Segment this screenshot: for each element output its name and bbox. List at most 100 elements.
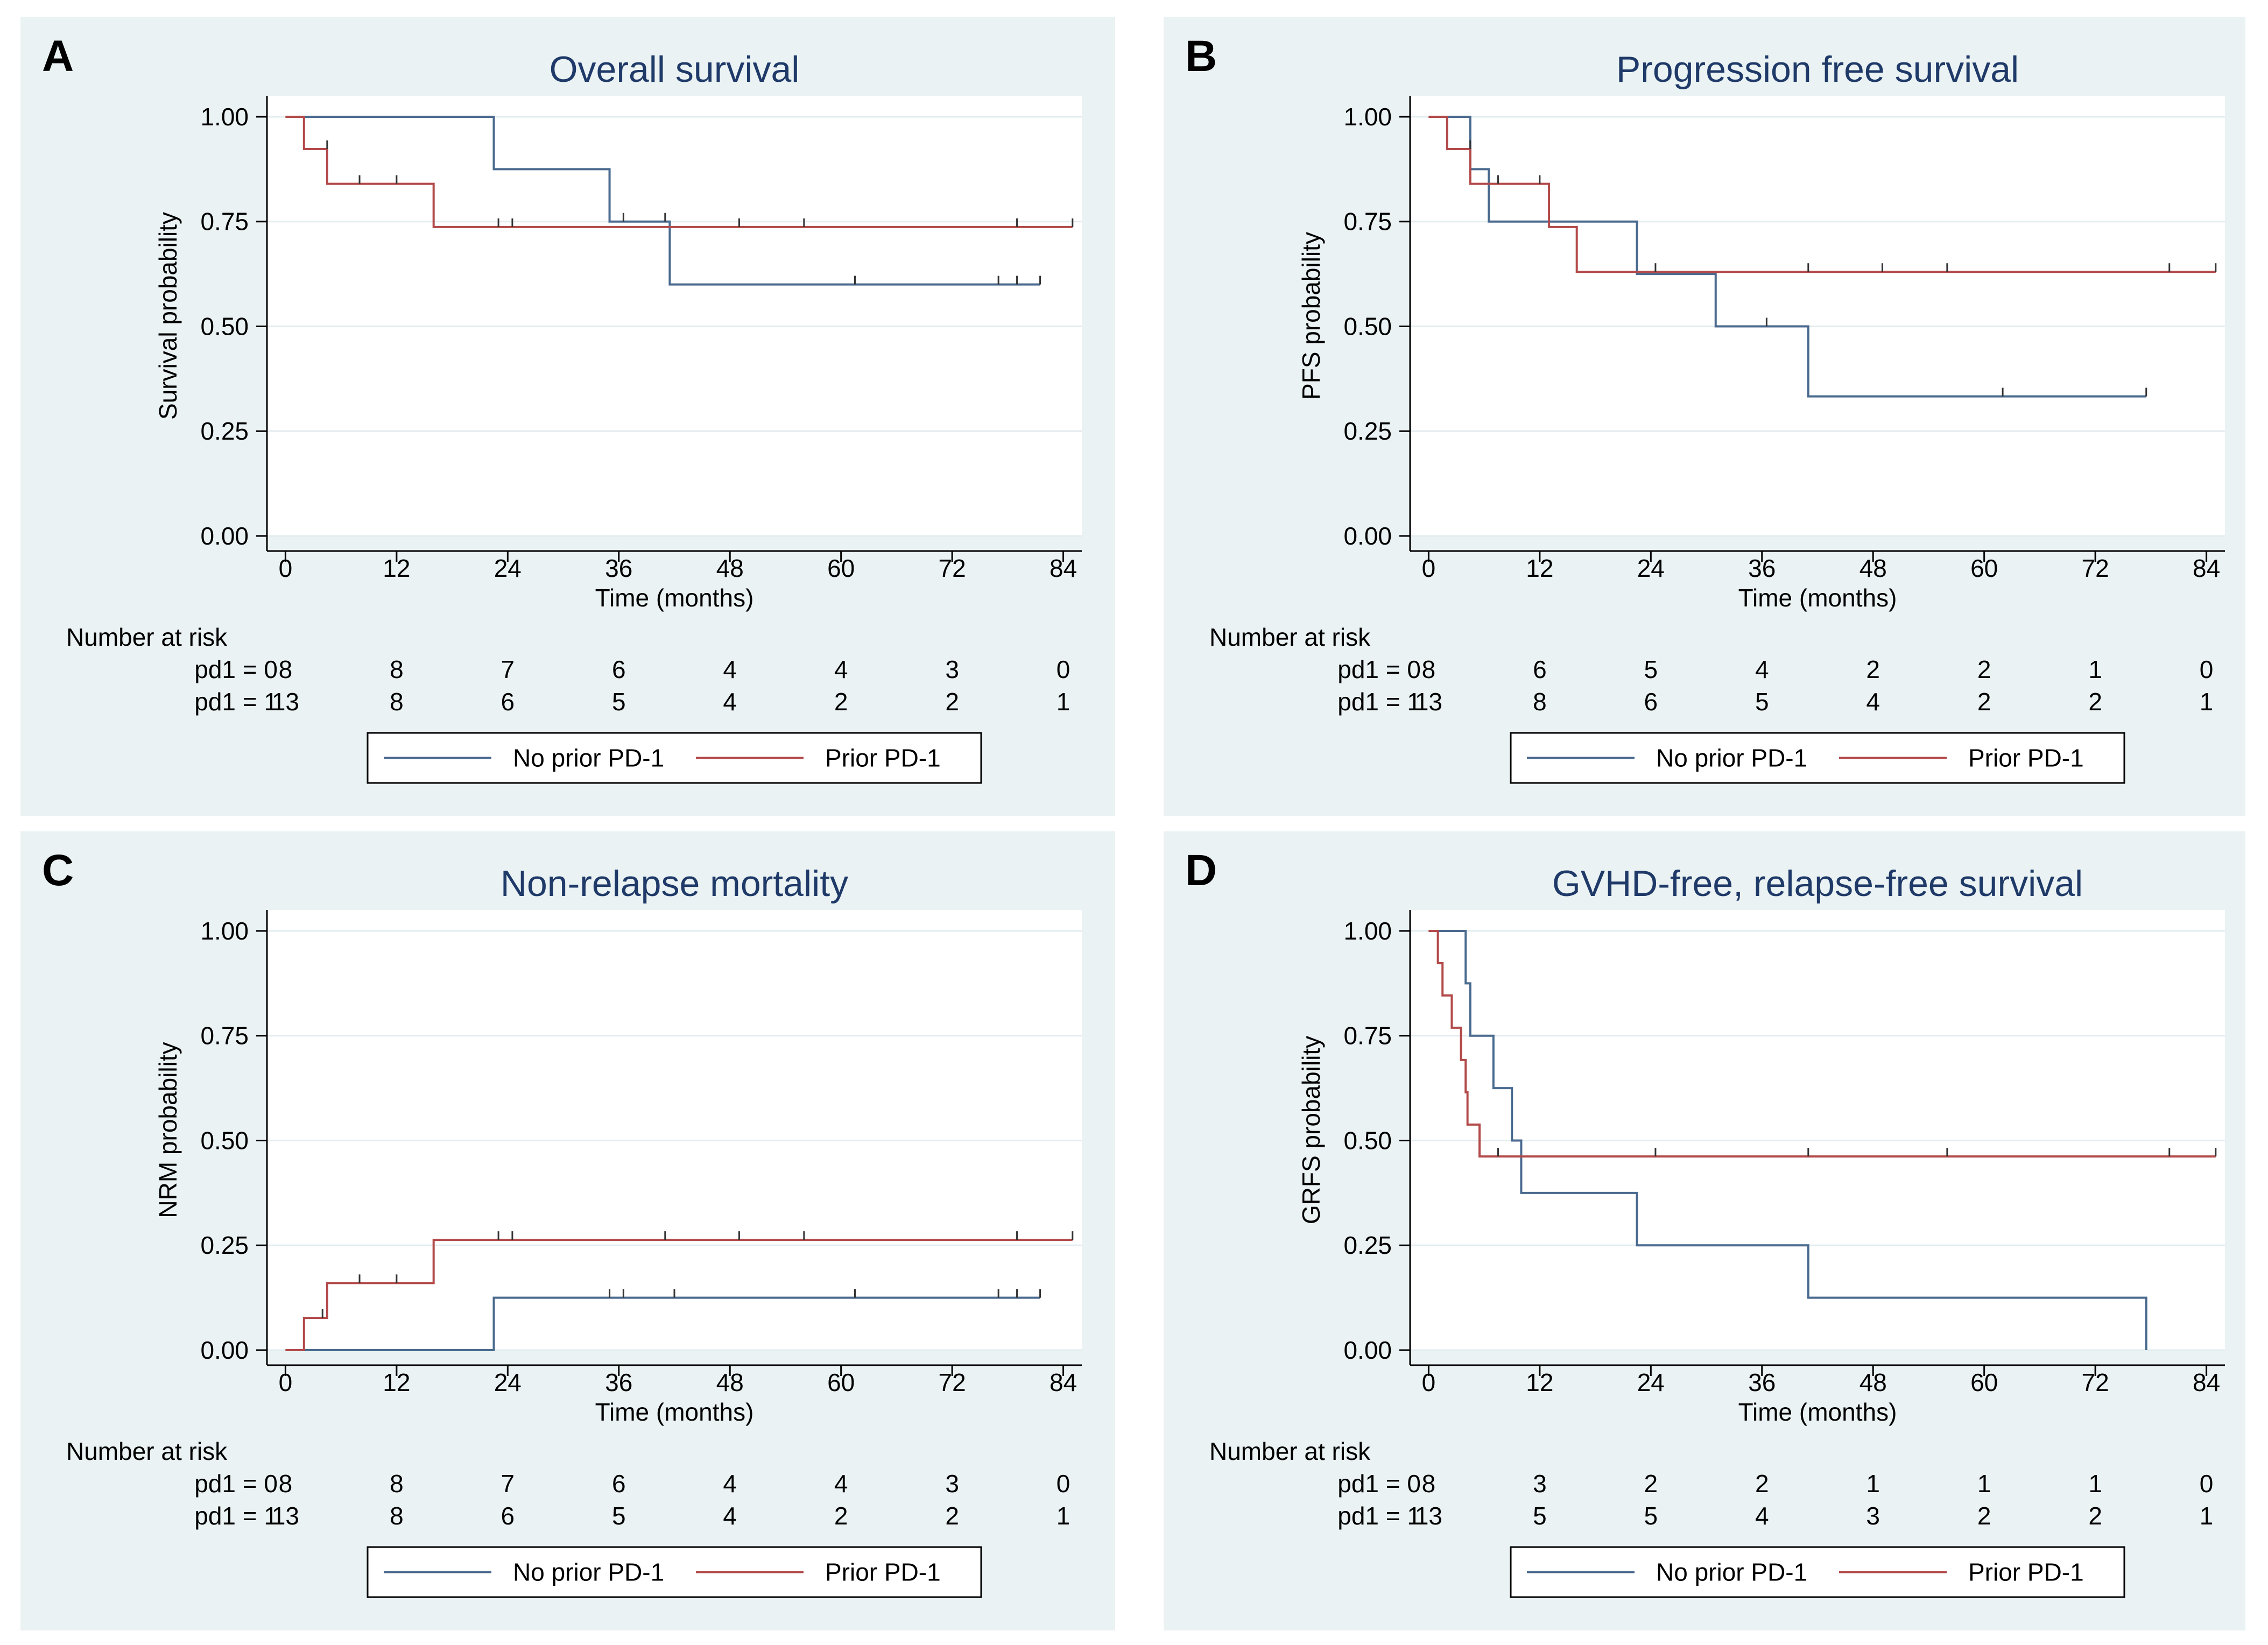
- km-chart: B Progression free survival 0.00 0.25 0.50 0.…: [1185, 32, 2225, 784]
- risk-value: 1: [2200, 1502, 2214, 1530]
- x-tick-label: 12: [383, 554, 410, 582]
- x-axis-title: Time (months): [1738, 584, 1897, 612]
- x-axis-title: Time (months): [595, 584, 754, 612]
- y-tick-label: 1.00: [200, 103, 249, 131]
- x-tick-label: 36: [1748, 1368, 1776, 1396]
- y-tick-label: 1.00: [200, 917, 249, 945]
- y-tick-label: 0.00: [200, 1336, 249, 1364]
- x-tick-label: 24: [1637, 554, 1665, 582]
- x-tick-label: 60: [827, 554, 855, 582]
- chart-title: Non-relapse mortality: [501, 863, 848, 904]
- legend-label: No prior PD-1: [513, 744, 664, 772]
- x-tick-label: 72: [2082, 1368, 2109, 1396]
- x-tick-label: 24: [1637, 1368, 1665, 1396]
- risk-value: 4: [834, 1470, 848, 1498]
- risk-table-header: Number at risk: [1209, 623, 1371, 651]
- risk-value: 2: [945, 688, 959, 716]
- risk-row-label: pd1 = 0: [194, 1470, 278, 1498]
- series-line: [285, 115, 1073, 228]
- x-tick-label: 36: [605, 554, 632, 582]
- y-tick-label: 0.50: [200, 312, 249, 340]
- x-tick-label: 0: [1422, 554, 1436, 582]
- y-axis-title: Survival probability: [154, 212, 182, 420]
- risk-value: 4: [723, 1470, 737, 1498]
- legend-label: Prior PD-1: [1968, 744, 2084, 772]
- x-tick-label: 72: [2082, 554, 2109, 582]
- x-tick-label: 48: [716, 1368, 744, 1396]
- risk-value: 2: [834, 688, 848, 716]
- y-tick-label: 0.50: [1343, 1126, 1392, 1154]
- y-tick-label: 0.50: [1343, 312, 1392, 340]
- risk-value: 5: [1533, 1502, 1547, 1530]
- panel-b: B Progression free survival 0.00 0.25 0.50 0.…: [1164, 17, 2245, 816]
- legend-label: Prior PD-1: [1968, 1558, 2084, 1586]
- risk-value: 0: [1056, 1470, 1070, 1498]
- x-tick-label: 84: [1050, 1368, 1077, 1396]
- risk-value: 3: [1866, 1502, 1880, 1530]
- risk-table-header: Number at risk: [66, 623, 228, 651]
- plot-area: [267, 96, 1082, 536]
- x-tick-label: 0: [1422, 1368, 1436, 1396]
- series-line: [1428, 929, 2216, 1158]
- risk-value: 6: [612, 655, 626, 683]
- risk-value: 13: [1415, 688, 1442, 716]
- risk-value: 8: [390, 1470, 404, 1498]
- risk-value: 4: [723, 1502, 737, 1530]
- y-tick-label: 0.75: [1343, 208, 1392, 236]
- x-tick-label: 0: [279, 554, 293, 582]
- risk-value: 0: [2200, 655, 2214, 683]
- y-tick-label: 1.00: [1343, 103, 1392, 131]
- km-chart: D GVHD-free, relapse-free survival 0.00 0.2…: [1185, 846, 2225, 1598]
- risk-value: 6: [501, 688, 515, 716]
- risk-value: 4: [723, 688, 737, 716]
- risk-value: 6: [1533, 655, 1547, 683]
- x-tick-label: 60: [1970, 554, 1998, 582]
- series-line: [285, 1239, 1073, 1351]
- legend-label: Prior PD-1: [825, 1558, 941, 1586]
- risk-value: 5: [1644, 655, 1658, 683]
- x-tick-label: 72: [939, 1368, 966, 1396]
- x-tick-label: 60: [1970, 1368, 1998, 1396]
- risk-value: 2: [1755, 1470, 1769, 1498]
- y-tick-label: 0.00: [200, 522, 249, 550]
- risk-value: 2: [1866, 655, 1880, 683]
- y-tick-label: 0.75: [1343, 1022, 1392, 1050]
- risk-value: 2: [2088, 688, 2102, 716]
- panel-letter: A: [42, 32, 74, 81]
- risk-row-label: pd1 = 1: [1337, 1502, 1421, 1530]
- risk-row-label: pd1 = 1: [194, 688, 278, 716]
- risk-value: 1: [1866, 1470, 1880, 1498]
- risk-value: 0: [2200, 1470, 2214, 1498]
- risk-value: 1: [1056, 688, 1070, 716]
- risk-value: 4: [1755, 1502, 1769, 1530]
- chart-title: Progression free survival: [1616, 49, 2019, 90]
- risk-value: 2: [1977, 1502, 1991, 1530]
- panel-a: A Overall survival 0.00 0.25 0.50 0.75 1.00 0 12…: [20, 17, 1115, 816]
- risk-value: 8: [390, 1502, 404, 1530]
- x-axis-title: Time (months): [595, 1398, 754, 1426]
- x-tick-label: 48: [1860, 1368, 1887, 1396]
- risk-value: 8: [1422, 1470, 1436, 1498]
- risk-value: 4: [1866, 688, 1880, 716]
- risk-value: 13: [272, 1502, 299, 1530]
- legend-label: No prior PD-1: [1656, 1558, 1807, 1586]
- series-line: [285, 1296, 1040, 1351]
- risk-value: 5: [1755, 688, 1769, 716]
- x-tick-label: 12: [1526, 1368, 1553, 1396]
- y-axis-title: PFS probability: [1297, 232, 1325, 400]
- x-tick-label: 84: [2193, 1368, 2220, 1396]
- risk-value: 1: [1977, 1470, 1991, 1498]
- panel-d: D GVHD-free, relapse-free survival 0.00 0.2…: [1164, 831, 2245, 1630]
- series-line: [1428, 115, 2216, 273]
- risk-value: 8: [1422, 655, 1436, 683]
- x-tick-label: 72: [939, 554, 966, 582]
- risk-value: 0: [1056, 655, 1070, 683]
- km-chart: C Non-relapse mortality 0.00 0.25 0.50 0.75 1.…: [42, 846, 1082, 1598]
- y-tick-label: 0.00: [1343, 1336, 1392, 1364]
- risk-value: 1: [2088, 655, 2102, 683]
- plot-area: [1410, 910, 2225, 1350]
- y-tick-label: 0.25: [200, 1231, 249, 1259]
- risk-value: 2: [2088, 1502, 2102, 1530]
- x-tick-label: 12: [1526, 554, 1553, 582]
